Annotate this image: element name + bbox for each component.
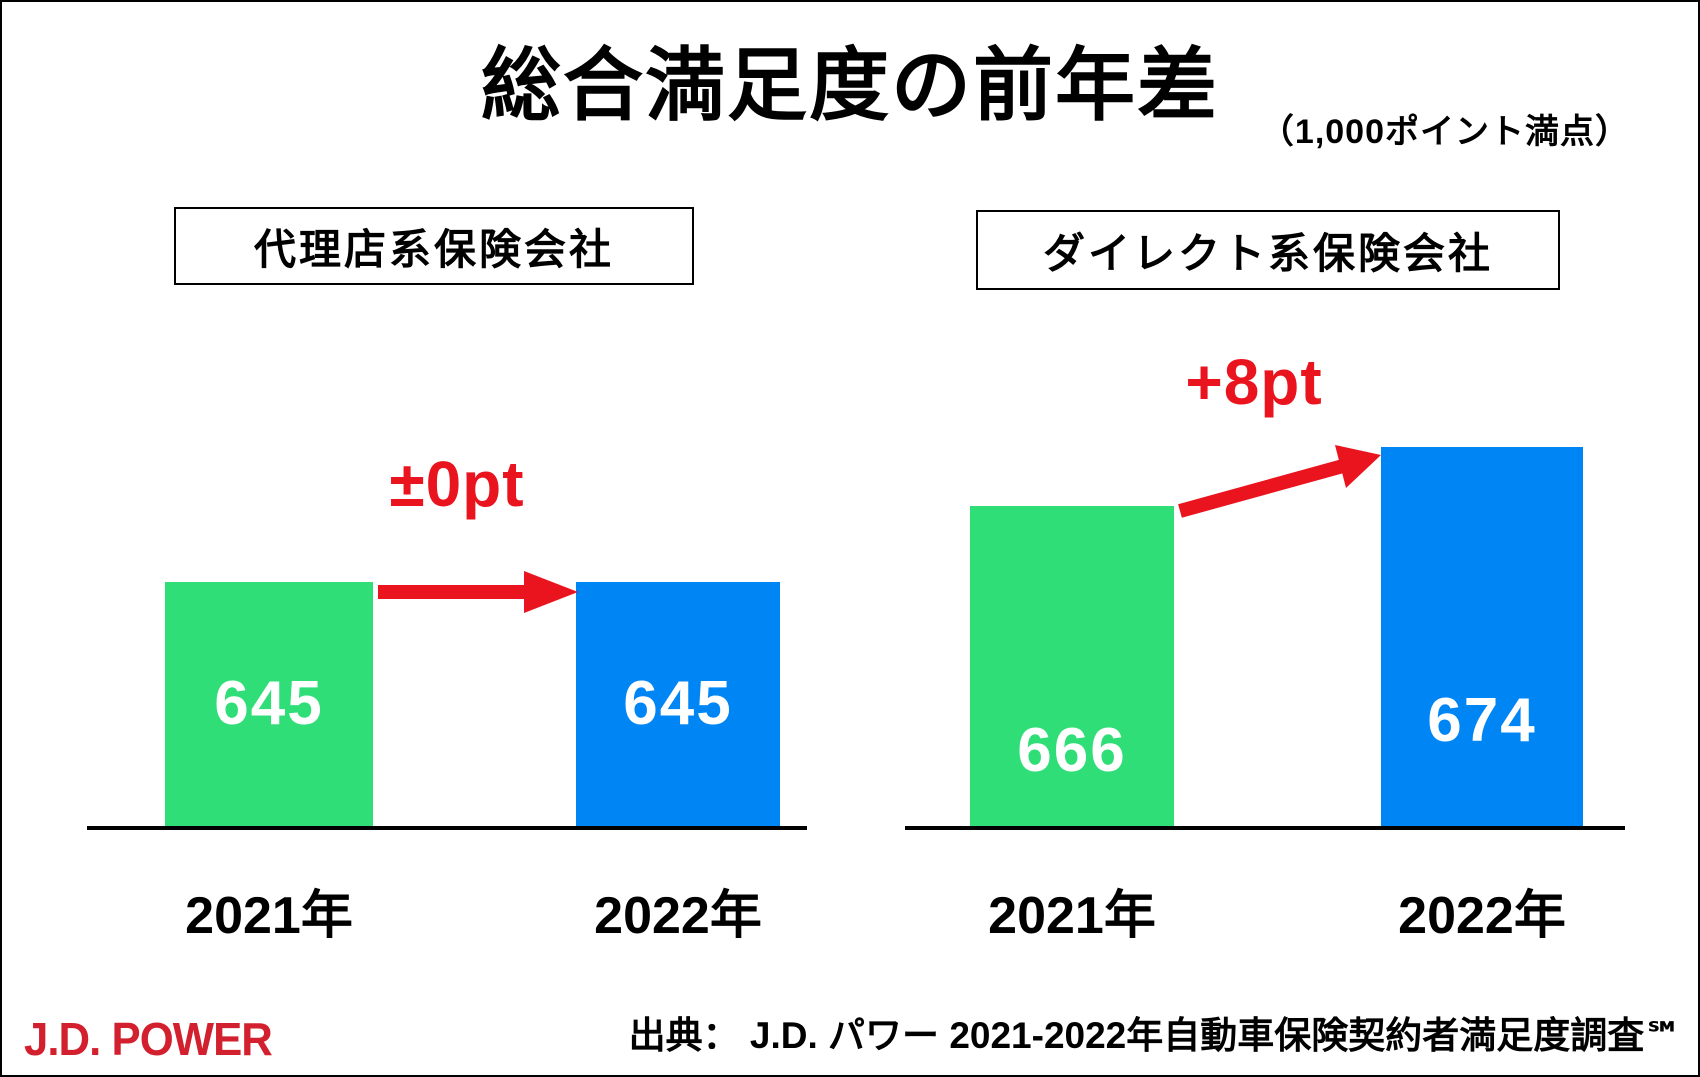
bar-value-label: 645: [214, 669, 324, 738]
bar-2022年: 674: [1381, 447, 1583, 826]
up-arrow-icon: [1178, 445, 1381, 518]
delta-annotation: ±0pt: [389, 448, 525, 520]
year-label: 2021年: [185, 887, 353, 945]
chart-title-box: 代理店系保険会社: [174, 207, 694, 285]
source-note: 出典： J.D. パワー 2021-2022年自動車保険契約者満足度調査℠: [628, 1015, 1682, 1056]
bar-2021年: 666: [970, 506, 1174, 826]
bar-value-label: 645: [623, 669, 733, 738]
bar-2021年: 645: [165, 582, 373, 826]
delta-annotation: +8pt: [1185, 346, 1323, 418]
year-label: 2021年: [988, 887, 1156, 945]
year-label: 2022年: [594, 887, 762, 945]
x-axis-line: [87, 826, 807, 830]
x-axis-line: [905, 826, 1625, 830]
bar-value-label: 674: [1427, 686, 1537, 755]
year-label: 2022年: [1398, 887, 1566, 945]
scale-note: （1,000ポイント満点）: [1259, 113, 1630, 151]
page-title: 総合満足度の前年差: [481, 41, 1219, 130]
jd-power-logo: J.D. POWER: [24, 1013, 273, 1065]
bar-2022年: 645: [576, 582, 780, 826]
bar-value-label: 666: [1017, 716, 1127, 785]
flat-arrow-icon: [378, 571, 578, 613]
chart-title-box: ダイレクト系保険会社: [976, 210, 1560, 290]
